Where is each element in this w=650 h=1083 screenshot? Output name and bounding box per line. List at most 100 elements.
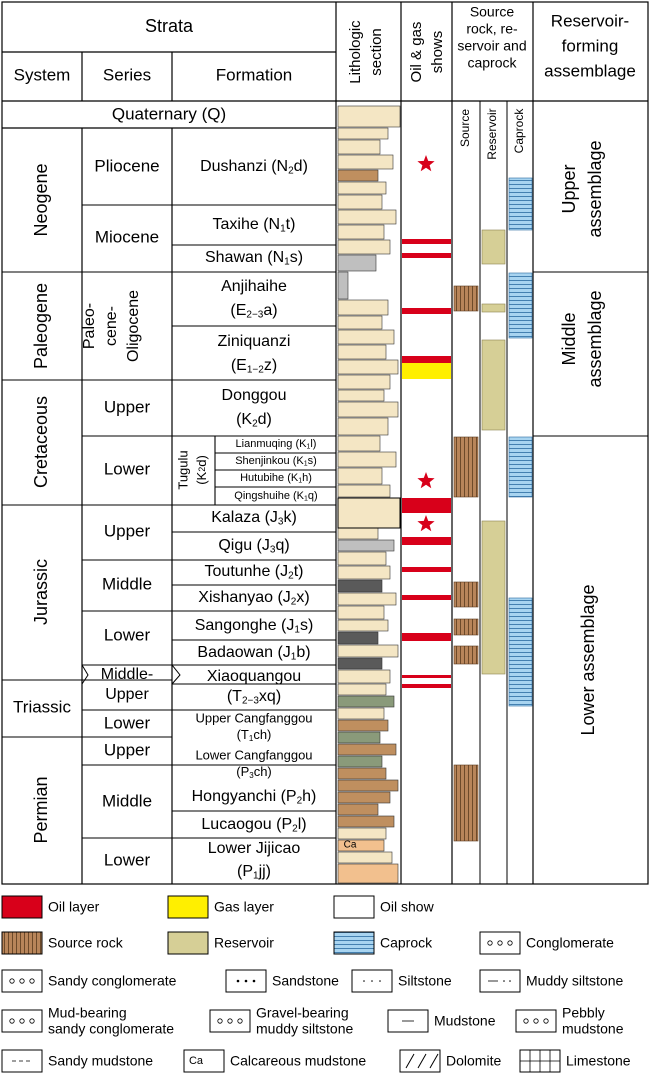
formation-hutubihe: Hutubihe (K1h) [240, 472, 312, 484]
lith-bed [337, 579, 383, 593]
formation-shenjinkou: Shenjinkou (K1s) [235, 455, 317, 467]
formation-anjihaihe-name: Anjihaihe [221, 278, 287, 295]
reservoir-forming-header-1: forming [562, 36, 619, 55]
oil-layer-2 [402, 253, 451, 258]
lith-bed [337, 374, 391, 390]
legend-item-oil_layer: Oil layer [1, 895, 100, 919]
legend-item-oil_show: Oil show [333, 895, 435, 919]
lith-bed [337, 539, 395, 552]
oil-layer-10 [402, 675, 451, 678]
legend-label-mud_bearing_sandy_conglomerate-0: Mud-bearing [48, 1005, 127, 1021]
sub-header-reservoir: Reservoir [485, 108, 499, 159]
lith-bed [337, 224, 385, 240]
legend-swatch-conglomerate [479, 931, 521, 955]
legend-dolomite-hatch [405, 1053, 415, 1069]
legend-siltstone-dot [371, 980, 373, 982]
formation-badaowan: Badaowan (J1b) [197, 644, 310, 662]
lith-bed [337, 551, 387, 566]
legend-dolomite-hatch [417, 1053, 427, 1069]
legend-label-pebbly_mudstone-0: Pebbly [562, 1005, 605, 1021]
legend-swatch-muddy_siltstone [479, 969, 521, 993]
legend-swatch-pebbly_mudstone [515, 1009, 557, 1033]
legend-swatch-oil_show [333, 895, 375, 919]
reservoir-1 [481, 229, 506, 265]
legend-label-oil_layer: Oil layer [48, 899, 100, 915]
formation-dushanzi: Dushanzi (N2d) [200, 158, 308, 176]
reservoir-3 [481, 339, 506, 431]
legend-pebble [217, 1018, 223, 1024]
legend-label-siltstone: Siltstone [398, 973, 452, 989]
lith-bed [337, 139, 381, 155]
legend-dolomite-hatch [429, 1053, 439, 1069]
lith-bed [337, 863, 399, 884]
legend-pebble [9, 978, 15, 984]
src-res-cap-header-0: Source [470, 4, 515, 20]
legend-swatch-source_rock [1, 931, 43, 955]
lith-bed [337, 359, 399, 375]
system-permian: Permian [31, 776, 51, 843]
series-permian-upper: Upper [104, 740, 151, 759]
series-cretaceous-lower: Lower [104, 459, 151, 478]
lith-bed [337, 669, 391, 684]
reservoir-4 [481, 520, 506, 675]
caprock-3 [508, 436, 533, 498]
formation-ziniquanzi-name: Ziniquanzi [218, 333, 291, 350]
series-triassic-lower: Lower [104, 713, 151, 732]
formation-tugulu-name: Tugulu [175, 450, 190, 489]
legend-label-dolomite: Dolomite [446, 1053, 501, 1069]
system-neogene: Neogene [31, 163, 51, 236]
legend-pebble [507, 940, 513, 946]
legend-swatch-gravel_bearing_muddy_siltstone [209, 1009, 251, 1033]
formation-upper_cangfanggou-name: Upper Cangfanggou [195, 710, 312, 725]
gas-layer-1 [402, 363, 451, 379]
legend-swatch-gas_layer [167, 895, 209, 919]
formation-lucaogou: Lucaogou (P2l) [201, 816, 306, 834]
reservoir-2 [481, 303, 506, 313]
legend-swatch-dolomite [399, 1049, 441, 1073]
legend-label-mud_bearing_sandy_conglomerate-1: sandy conglomerate [48, 1021, 174, 1037]
table-grid [1, 1, 649, 885]
oil-layer-6 [402, 537, 451, 545]
lithologic-header-2: section [368, 28, 385, 76]
legend-label-sandy_mudstone: Sandy mudstone [48, 1053, 153, 1069]
legend-item-source_rock: Source rock [1, 931, 124, 955]
series-triassic-mu-2: Upper [105, 686, 149, 703]
legend-pebble [497, 940, 503, 946]
oil-gas-header-1: Oil & gas [408, 22, 425, 83]
lith-bed [337, 755, 383, 768]
formation-header: Formation [216, 65, 293, 84]
oil-gas-header-2: shows [429, 31, 446, 74]
lith-bed [337, 839, 385, 852]
lith-bed [337, 254, 377, 272]
legend-item-siltstone: Siltstone [351, 969, 452, 993]
legend-label-sandy_conglomerate: Sandy conglomerate [48, 973, 177, 989]
strata-rows [2, 101, 648, 884]
legend: Oil layer Gas layer Oil show Source rock Res… [1, 895, 631, 1073]
source-rock-2 [453, 436, 479, 498]
lith-bed [337, 181, 387, 195]
legend-label-muddy_siltstone: Muddy siltstone [526, 973, 623, 989]
lith-bed [337, 467, 383, 485]
legend-siltstone-dot [379, 980, 381, 982]
lith-bed [337, 631, 379, 645]
oil-show-star-3 [417, 515, 435, 532]
lith-bed [337, 731, 381, 744]
xiaoquangou-chevron [81, 664, 181, 710]
legend-item-dolomite: Dolomite [399, 1049, 501, 1073]
legend-pebble [9, 1018, 15, 1024]
src-res-cap-header-1: rock, re- [466, 21, 518, 37]
legend-pebble [19, 1018, 25, 1024]
oil-layer-4 [402, 356, 451, 363]
legend-swatch-reservoir [167, 931, 209, 955]
oil-layer-9 [402, 633, 451, 641]
legend-item-calcareous_mudstone: Ca Calcareous mudstone [183, 1049, 366, 1073]
legend-label-source_rock: Source rock [48, 935, 124, 951]
lith-bed [337, 565, 391, 580]
legend-pebble [29, 1018, 35, 1024]
series-pliocene: Pliocene [94, 156, 159, 175]
formation-hongyanchi: Hongyanchi (P2h) [192, 788, 317, 806]
legend-pebble [227, 1018, 233, 1024]
caprock-2 [508, 272, 533, 339]
system-paleogene: Paleogene [31, 283, 51, 369]
